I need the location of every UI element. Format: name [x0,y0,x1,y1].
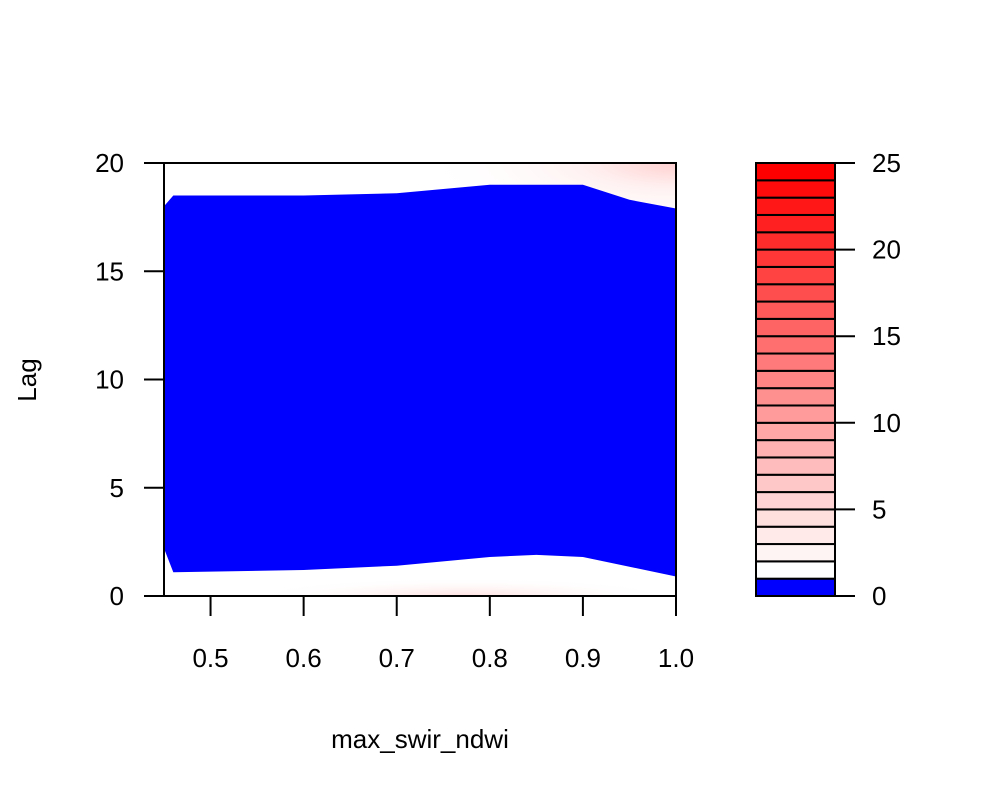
colorbar-band [755,525,836,546]
colorbar-band [755,508,836,528]
x-tick-label: 0.5 [192,643,228,673]
colorbar-band [755,335,836,355]
colorbar-band [755,283,836,303]
x-tick-label: 1.0 [658,643,694,673]
y-axis-title: Lag [12,358,42,401]
y-tick-label: 15 [95,256,124,286]
low-value-region [164,184,676,577]
x-axis: 0.5 0.6 0.7 0.8 0.9 1.0 [192,595,694,673]
colorbar-tick-label: 15 [872,321,901,351]
y-axis: 0 5 10 15 20 [95,148,165,611]
x-tick-label: 0.7 [379,643,415,673]
colorbar-band [755,248,836,268]
x-tick-label: 0.9 [565,643,601,673]
colorbar-tick-label: 0 [872,581,886,611]
y-tick-label: 20 [95,148,124,178]
colorbar-tick-label: 10 [872,408,901,438]
y-tick-label: 10 [95,365,124,395]
x-axis-title: max_swir_ndwi [331,724,509,754]
colorbar-band [755,179,836,199]
colorbar-band [755,439,836,459]
colorbar-band [755,456,836,476]
colorbar-band [755,300,836,320]
colorbar-tick-label: 20 [872,235,901,265]
x-tick-label: 0.8 [472,643,508,673]
colorbar-band [755,421,836,442]
colorbar-band [755,577,836,597]
colorbar-band [755,317,836,338]
colorbar-band [755,404,836,424]
colorbar-band [755,196,836,216]
colorbar-band [755,213,836,234]
colorbar-band [755,543,836,563]
colorbar-band [755,491,836,511]
colorbar-tick-label: 5 [872,494,886,524]
y-tick-label: 5 [110,473,124,503]
colorbar-tick-label: 25 [872,148,901,178]
colorbar: 0 5 10 15 20 25 [755,148,901,611]
colorbar-band [755,387,836,407]
colorbar-band [755,231,836,251]
colorbar-band [755,265,836,286]
x-tick-label: 0.6 [286,643,322,673]
colorbar-band [755,560,836,580]
colorbar-band [755,473,836,494]
y-tick-label: 0 [110,581,124,611]
plot-area [164,163,676,596]
colorbar-band [755,369,836,390]
colorbar-band [755,162,836,182]
colorbar-band [755,352,836,372]
